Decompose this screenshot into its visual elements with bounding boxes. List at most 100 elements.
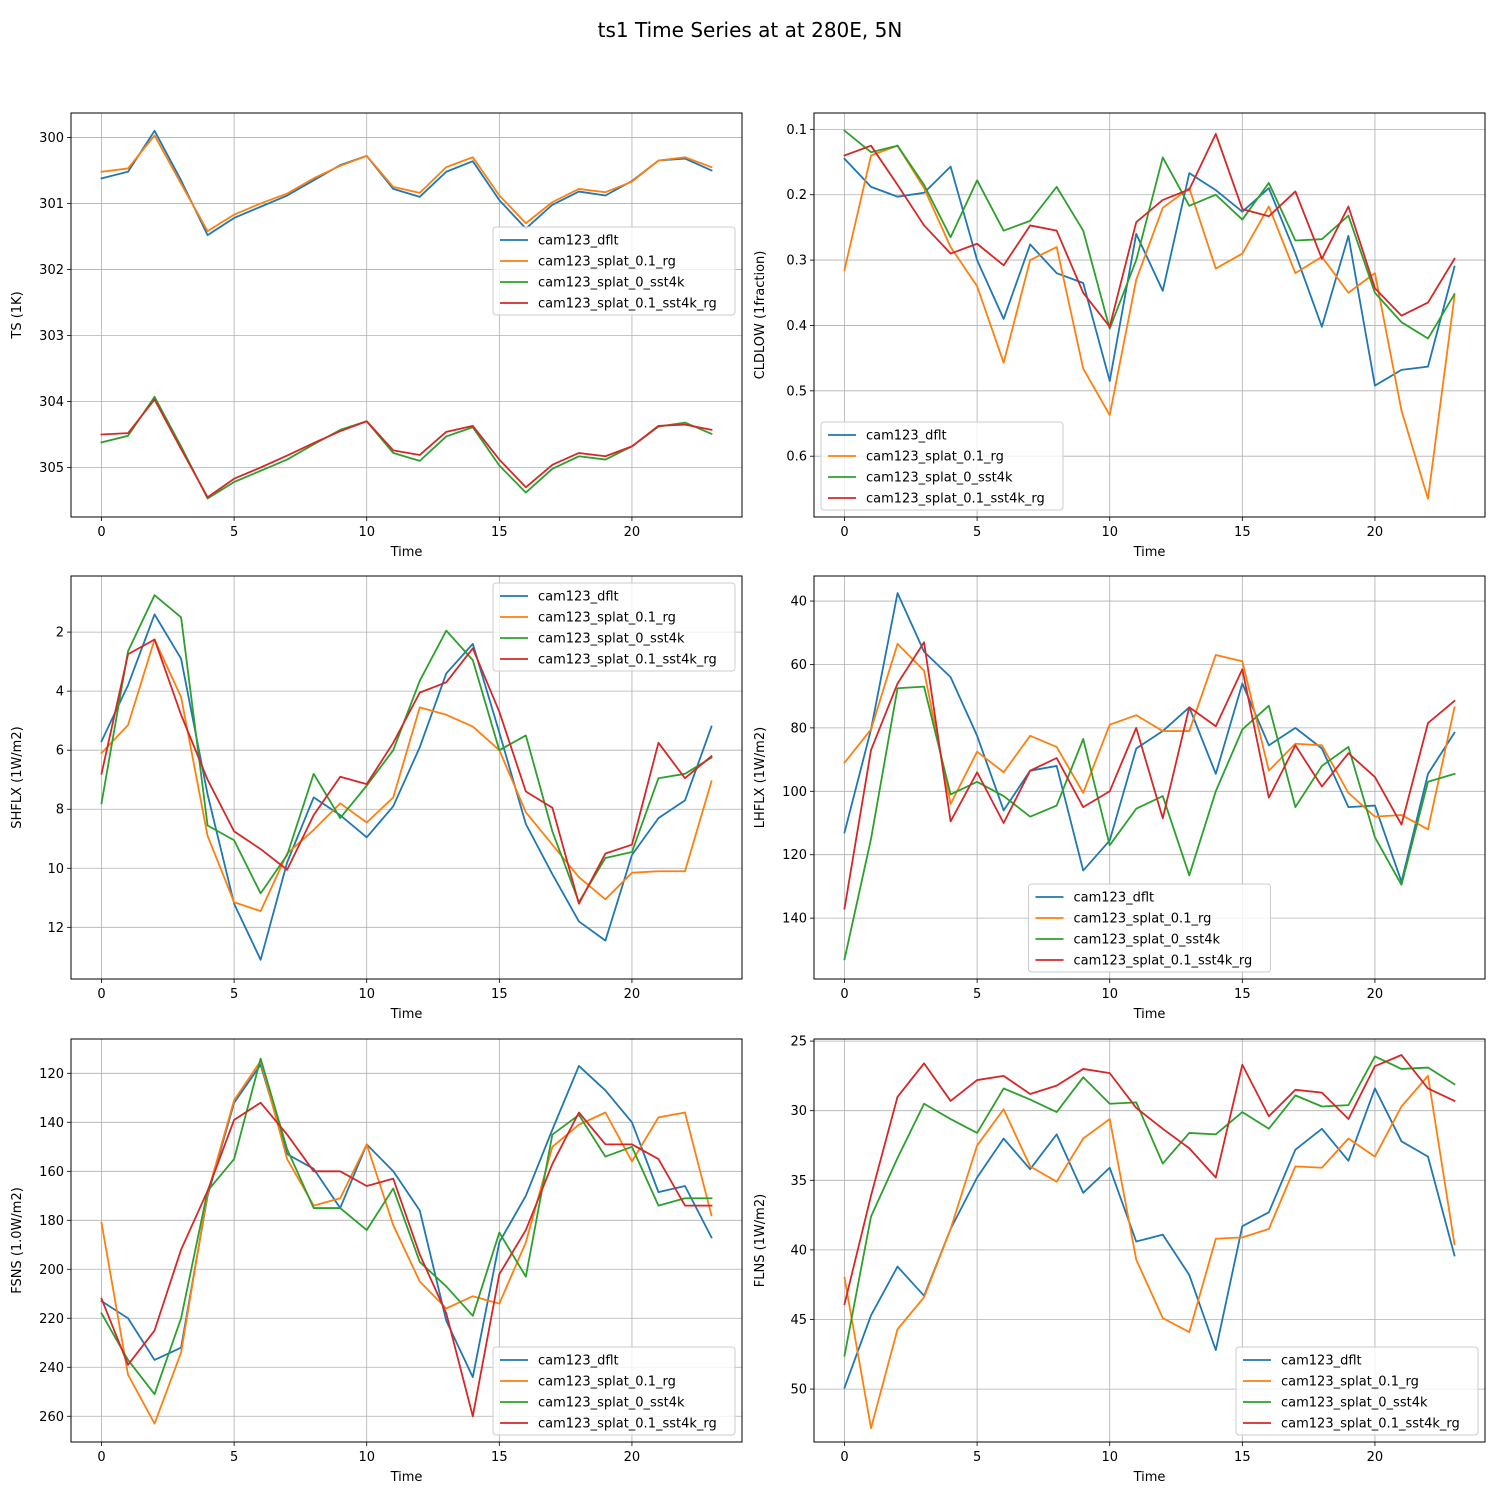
grid <box>71 113 742 517</box>
series-line-3 <box>843 685 1456 961</box>
series-line-2 <box>100 1060 713 1425</box>
x-tick-label: 20 <box>1367 525 1384 540</box>
subplot-5: 0 5 10 15 20 120 140 160 180 200 220 240 260 Time FSNS… <box>10 1038 743 1485</box>
x-tick-label: 15 <box>491 987 508 1002</box>
axes-frame <box>813 112 1486 518</box>
x-tick-label: 10 <box>358 987 375 1002</box>
y-tick-label: 40 <box>790 595 807 610</box>
series-lines <box>843 1054 1456 1429</box>
series-line-1 <box>100 613 713 961</box>
series-line-4 <box>843 641 1456 910</box>
series-line-2 <box>843 642 1456 831</box>
x-tick-label: 5 <box>230 1450 238 1465</box>
y-axis-label: FLNS (1W/m2) <box>753 1194 768 1287</box>
legend-box <box>1028 883 1271 973</box>
x-tick-label: 10 <box>358 525 375 540</box>
legend: cam123_dflt cam123_splat_0.1_rg cam123_spl… <box>1028 883 1271 973</box>
x-tick-label: 5 <box>973 987 981 1002</box>
axes-frame <box>70 1038 743 1443</box>
y-axis-label: CLDLOW (1fraction) <box>753 251 768 380</box>
series-line-4 <box>100 398 713 499</box>
subplot-3: 0 5 10 15 20 2 4 6 8 10 12 Time SHFLX (1W/m2) cam123_… <box>10 575 743 1022</box>
y-ticks: 40 60 80 100 120 140 <box>782 595 814 927</box>
x-tick-label: 20 <box>1367 1450 1384 1465</box>
x-tick-label: 15 <box>491 525 508 540</box>
y-tick-label: 220 <box>39 1312 64 1327</box>
legend-label-2: cam123_splat_0.1_rg <box>1074 912 1212 927</box>
y-tick-label: 30 <box>790 1104 807 1119</box>
y-tick-label: 0.6 <box>786 450 807 465</box>
legend-label-3: cam123_splat_0_sst4k <box>866 471 1013 486</box>
y-tick-label: 6 <box>56 744 64 759</box>
legend-label-4: cam123_splat_0.1_sst4k_rg <box>1281 1417 1460 1432</box>
legend-label-1: cam123_dflt <box>538 590 619 605</box>
x-axis-label: Time <box>390 1007 423 1022</box>
legend-label-3: cam123_splat_0_sst4k <box>538 276 685 291</box>
series-line-3 <box>100 594 713 904</box>
x-ticks: 0 5 10 15 20 <box>97 1442 640 1465</box>
legend-label-2: cam123_splat_0.1_rg <box>538 255 676 270</box>
series-lines <box>100 129 713 500</box>
grid <box>71 576 742 979</box>
x-axis-label: Time <box>390 1470 423 1485</box>
y-tick-label: 160 <box>39 1165 64 1180</box>
x-ticks: 0 5 10 15 20 <box>840 517 1383 540</box>
series-line-1 <box>843 157 1456 387</box>
x-tick-label: 10 <box>358 1450 375 1465</box>
legend-label-4: cam123_splat_0.1_sst4k_rg <box>1074 954 1253 969</box>
y-tick-label: 4 <box>56 685 64 700</box>
x-tick-label: 0 <box>97 525 105 540</box>
legend: cam123_dflt cam123_splat_0.1_rg cam123_spl… <box>492 226 736 316</box>
series-line-4 <box>843 1054 1456 1306</box>
legend-label-2: cam123_splat_0.1_rg <box>866 450 1004 465</box>
y-tick-label: 120 <box>782 848 807 863</box>
series-line-3 <box>843 129 1456 340</box>
series-lines <box>100 594 713 961</box>
y-tick-label: 25 <box>790 1035 807 1050</box>
legend-label-2: cam123_splat_0.1_rg <box>538 1375 676 1390</box>
legend-label-3: cam123_splat_0_sst4k <box>538 632 685 647</box>
x-ticks: 0 5 10 15 20 <box>840 1442 1383 1465</box>
series-line-4 <box>100 1101 713 1418</box>
y-axis-label: FSNS (1.0W/m2) <box>10 1187 25 1294</box>
y-axis-label: LHFLX (1W/m2) <box>753 727 768 828</box>
legend-label-3: cam123_splat_0_sst4k <box>1074 933 1221 948</box>
x-axis-label: Time <box>1133 1470 1166 1485</box>
legend-label-4: cam123_splat_0.1_sst4k_rg <box>866 492 1045 507</box>
y-ticks: 2 4 6 8 10 12 <box>47 626 71 936</box>
x-tick-label: 0 <box>840 987 848 1002</box>
y-axis-label: TS (1K) <box>10 291 25 339</box>
y-tick-label: 303 <box>39 329 64 344</box>
series-line-1 <box>843 592 1456 883</box>
x-tick-label: 15 <box>1234 987 1251 1002</box>
legend-box <box>1235 1346 1479 1436</box>
x-tick-label: 10 <box>1101 525 1118 540</box>
legend-label-1: cam123_dflt <box>538 234 619 249</box>
x-tick-label: 20 <box>624 525 641 540</box>
x-tick-label: 5 <box>973 525 981 540</box>
y-tick-label: 180 <box>39 1214 64 1229</box>
x-tick-label: 10 <box>1101 987 1118 1002</box>
subplot-6: 0 5 10 15 20 25 30 35 40 45 50 Time FLNS (1W/m2) cam1… <box>753 1035 1486 1485</box>
y-tick-label: 0.4 <box>786 319 807 334</box>
x-tick-label: 20 <box>624 1450 641 1465</box>
series-line-1 <box>100 129 713 237</box>
x-tick-label: 0 <box>97 1450 105 1465</box>
legend: cam123_dflt cam123_splat_0.1_rg cam123_spl… <box>1235 1346 1479 1436</box>
legend-label-2: cam123_splat_0.1_rg <box>538 611 676 626</box>
x-axis-label: Time <box>1133 545 1166 560</box>
series-line-2 <box>100 134 713 233</box>
legend-label-3: cam123_splat_0_sst4k <box>1281 1396 1428 1411</box>
series-line-3 <box>843 1055 1456 1357</box>
legend: cam123_dflt cam123_splat_0.1_rg cam123_spl… <box>820 421 1064 511</box>
axes-frame <box>70 575 743 980</box>
subplot-4: 0 5 10 15 20 40 60 80 100 120 140 Time LHFLX (1W/m2)… <box>753 575 1486 1022</box>
grid <box>814 1039 1485 1442</box>
legend: cam123_dflt cam123_splat_0.1_rg cam123_spl… <box>492 582 736 672</box>
legend: cam123_dflt cam123_splat_0.1_rg cam123_spl… <box>492 1346 736 1436</box>
x-tick-label: 5 <box>230 987 238 1002</box>
y-ticks: 120 140 160 180 200 220 240 260 <box>39 1067 71 1425</box>
series-line-4 <box>100 638 713 905</box>
y-tick-label: 2 <box>56 626 64 641</box>
